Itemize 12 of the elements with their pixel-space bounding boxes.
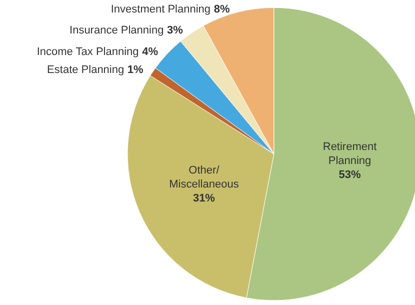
slice-label: Investment Planning [110, 3, 211, 16]
data-label: 1% [127, 64, 144, 76]
data-label: 4% [142, 46, 158, 58]
data-label: 8% [214, 3, 230, 16]
slice-label: Other/ Miscellaneous [169, 164, 240, 190]
slice-label: Insurance Planning [70, 24, 164, 36]
data-label: 31% [192, 192, 216, 204]
slice-label: Estate Planning [47, 64, 124, 76]
slice-label: Retirement Planning [322, 141, 377, 168]
slice-label: Income Tax Planning [36, 46, 139, 58]
data-label: 3% [167, 24, 184, 36]
data-label: 53% [338, 169, 361, 182]
